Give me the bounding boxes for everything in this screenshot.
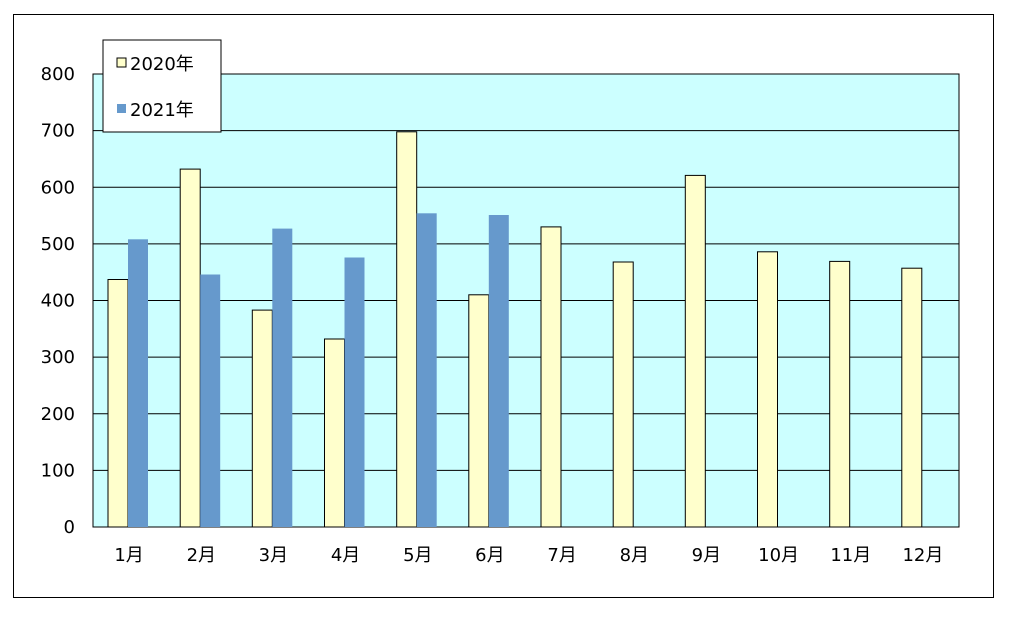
x-tick-label: 6月 bbox=[475, 545, 504, 566]
y-tick-label: 600 bbox=[41, 177, 75, 198]
bar-2020-2 bbox=[179, 168, 201, 528]
bar-2020-1 bbox=[107, 279, 129, 528]
gridlines bbox=[93, 130, 959, 471]
x-tick-label: 1月 bbox=[114, 545, 143, 566]
legend-label-2020: 2020年 bbox=[130, 54, 194, 75]
bar-2021-1 bbox=[128, 239, 148, 528]
y-tick-label: 100 bbox=[41, 460, 75, 481]
y-tick-label: 200 bbox=[41, 404, 75, 425]
bar-2020-7 bbox=[540, 226, 562, 528]
bar-2020-10 bbox=[757, 251, 778, 528]
legend-label-2021: 2021年 bbox=[130, 100, 194, 121]
bar-2021-6 bbox=[488, 215, 509, 527]
legend-swatch-2021 bbox=[117, 104, 126, 113]
x-tick-label: 4月 bbox=[331, 545, 360, 566]
bar-2020-9 bbox=[684, 174, 706, 528]
bar-2020-12 bbox=[901, 267, 923, 528]
bar-2020-11 bbox=[829, 260, 851, 528]
bar-2021-3 bbox=[272, 228, 293, 527]
bar-2020-6 bbox=[468, 294, 490, 528]
y-tick-label: 300 bbox=[41, 347, 75, 368]
x-tick-label: 3月 bbox=[259, 545, 288, 566]
y-tick-label: 700 bbox=[41, 121, 75, 142]
bar-2021-4 bbox=[344, 257, 365, 527]
y-tick-label: 500 bbox=[41, 234, 75, 255]
legend: 2020年 2021年 bbox=[102, 39, 222, 133]
bar-2020-4 bbox=[324, 338, 345, 528]
y-axis-ticks: 0 100 200 300 400 500 600 700 800 bbox=[41, 64, 75, 538]
bars bbox=[107, 131, 923, 528]
x-axis-ticks: 1月 2月 3月 4月 5月 6月 7月 8月 9月 10月 11月 12月 bbox=[114, 545, 943, 566]
x-tick-label: 7月 bbox=[547, 545, 576, 566]
bar-2020-8 bbox=[612, 261, 634, 528]
bar-2021-5 bbox=[416, 213, 437, 528]
y-tick-label: 0 bbox=[64, 517, 75, 538]
bar-2020-3 bbox=[251, 309, 273, 528]
legend-box bbox=[102, 39, 222, 133]
x-tick-label: 10月 bbox=[758, 545, 799, 566]
x-tick-label: 11月 bbox=[830, 545, 871, 566]
x-tick-label: 8月 bbox=[620, 545, 649, 566]
legend-swatch-2020 bbox=[116, 57, 127, 68]
y-tick-label: 800 bbox=[41, 64, 75, 85]
y-tick-label: 400 bbox=[41, 291, 75, 312]
bar-2021-2 bbox=[200, 274, 221, 527]
x-tick-label: 12月 bbox=[902, 545, 943, 566]
x-tick-label: 5月 bbox=[403, 545, 432, 566]
x-tick-label: 9月 bbox=[692, 545, 721, 566]
bar-2020-5 bbox=[396, 131, 418, 528]
x-tick-label: 2月 bbox=[187, 545, 216, 566]
